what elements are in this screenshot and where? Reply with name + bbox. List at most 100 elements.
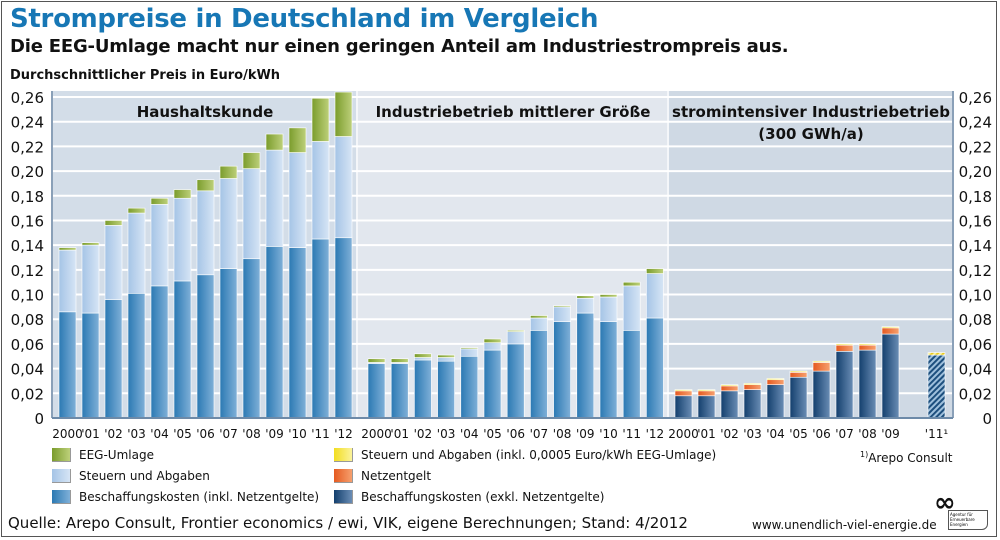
chart-subtitle: Die EEG-Umlage macht nur einen geringen … bbox=[10, 36, 789, 57]
x-tick-label: '12 bbox=[334, 427, 353, 441]
y-tick-label-left: 0,20 bbox=[11, 163, 44, 181]
legend-swatch-steuern-yellow bbox=[334, 448, 353, 462]
y-tick-label-right: 0,10 bbox=[959, 287, 992, 305]
bar-segment-eeg bbox=[437, 354, 455, 358]
y-tick-label-right: 0 bbox=[982, 410, 992, 428]
y-tick-label-left: 0,24 bbox=[11, 114, 44, 132]
y-tick-label-right: 0,04 bbox=[959, 361, 992, 379]
x-tick-label: '04 bbox=[766, 427, 785, 441]
y-tick-label-right: 0,26 bbox=[959, 89, 992, 107]
x-tick-label: '06 bbox=[506, 427, 525, 441]
x-tick-label: '06 bbox=[812, 427, 831, 441]
legend-label: Beschaffungskosten (exkl. Netzentgelte) bbox=[361, 490, 605, 504]
x-tick-label: '05 bbox=[173, 427, 192, 441]
x-tick-label: '04 bbox=[150, 427, 169, 441]
bar-segment-netzentgelt bbox=[858, 344, 877, 351]
bar-segment-steuern_light bbox=[311, 141, 330, 240]
y-tick-label-right: 0,16 bbox=[959, 212, 992, 230]
x-tick-label: '07 bbox=[835, 427, 854, 441]
bar-segment-steuern_light bbox=[242, 168, 261, 260]
bar-segment-steuern_light bbox=[334, 136, 353, 239]
bar-segment-beschaffung_inkl bbox=[646, 317, 664, 419]
x-tick-label: '07 bbox=[219, 427, 238, 441]
x-tick-label: '02 bbox=[720, 427, 739, 441]
bar-segment-steuern_light bbox=[622, 285, 641, 331]
bar-segment-eeg bbox=[265, 133, 284, 151]
bar-segment-eeg bbox=[219, 165, 238, 179]
y-tick-label-right: 0,02 bbox=[959, 385, 992, 403]
website-link[interactable]: www.unendlich-viel-energie.de bbox=[752, 518, 937, 532]
y-tick-label-left: 0,04 bbox=[11, 361, 44, 379]
bar-segment-eeg bbox=[506, 330, 525, 332]
x-tick-label: '12 bbox=[646, 427, 665, 441]
chart-title: Strompreise in Deutschland im Vergleich bbox=[10, 4, 599, 34]
footnote-marker: 1) bbox=[860, 450, 869, 459]
bar-segment-beschaffung_exkl bbox=[674, 395, 693, 419]
x-tick-label: '01 bbox=[390, 427, 409, 441]
bar-segment-netzentgelt bbox=[674, 390, 693, 397]
bar-segment-beschaffung_exkl bbox=[927, 354, 946, 419]
bar-segment-beschaffung_inkl bbox=[460, 355, 479, 419]
bar-segment-netzentgelt bbox=[766, 379, 785, 385]
bar-segment-steuern_light bbox=[58, 249, 77, 313]
legend-item-eeg-umlage: EEG-Umlage bbox=[52, 448, 154, 462]
bar-segment-beschaffung_inkl bbox=[437, 360, 455, 419]
bar-segment-eeg bbox=[334, 91, 353, 137]
bar-segment-eeg bbox=[288, 127, 307, 153]
legend-label: Netzentgelt bbox=[361, 469, 432, 483]
y-tick-label-right: 0,20 bbox=[959, 163, 992, 181]
bar-segment-beschaffung_exkl bbox=[720, 390, 739, 419]
bar-segment-beschaffung_inkl bbox=[173, 280, 192, 419]
x-tick-label: '04 bbox=[460, 427, 479, 441]
footnote: 1)Arepo Consult bbox=[860, 450, 952, 465]
bar-segment-netzentgelt bbox=[881, 327, 900, 335]
bar-segment-beschaffung_exkl bbox=[835, 351, 854, 419]
y-tick-label-left: 0,18 bbox=[11, 188, 44, 206]
bar-segment-beschaffung_inkl bbox=[390, 363, 409, 419]
panel-subtitle: (300 GWh/a) bbox=[758, 125, 863, 143]
x-tick-label: '05 bbox=[483, 427, 502, 441]
bar-segment-netzentgelt bbox=[697, 390, 716, 397]
bar-segment-beschaffung_inkl bbox=[576, 312, 595, 419]
bar-segment-beschaffung_inkl bbox=[530, 330, 548, 419]
bar-segment-steuern_light bbox=[553, 306, 571, 322]
x-tick-label: 2000 bbox=[361, 427, 392, 441]
bar-segment-steuern_light bbox=[127, 212, 146, 294]
bar-segment-eeg bbox=[367, 358, 386, 363]
bar-segment-steuern_light bbox=[599, 296, 618, 322]
bar-segment-steuern_light bbox=[265, 149, 284, 247]
x-tick-label: 2000 bbox=[668, 427, 699, 441]
panel-title: Industriebetrieb mittlerer Größe bbox=[376, 103, 651, 121]
bar-segment-beschaffung_inkl bbox=[311, 238, 330, 419]
bar-segment-netzentgelt bbox=[812, 362, 831, 372]
bar-segment-steuern_yellow bbox=[697, 389, 716, 392]
y-tick-label-left: 0,02 bbox=[11, 385, 44, 403]
legend-swatch-beschaffung-inkl bbox=[52, 490, 71, 504]
x-tick-label: '11 bbox=[622, 427, 641, 441]
bar-segment-steuern_yellow bbox=[789, 370, 808, 373]
bar-segment-beschaffung_inkl bbox=[265, 246, 284, 419]
bar-segment-steuern_yellow bbox=[881, 326, 900, 329]
bar-segment-steuern_light bbox=[576, 297, 595, 314]
bar-segment-eeg bbox=[58, 247, 77, 251]
bar-segment-steuern_light bbox=[196, 190, 215, 276]
legend-label: Steuern und Abgaben bbox=[79, 469, 210, 483]
source-note: Quelle: Arepo Consult, Frontier economic… bbox=[8, 514, 688, 532]
logo-text: Agentur für Erneuerbare Energien bbox=[948, 510, 988, 530]
x-tick-label: '01 bbox=[81, 427, 100, 441]
legend-swatch-netzentgelt bbox=[334, 469, 353, 483]
x-tick-label: '06 bbox=[196, 427, 215, 441]
bar-segment-beschaffung_inkl bbox=[599, 321, 618, 419]
bar-segment-eeg bbox=[196, 179, 215, 192]
bar-segment-beschaffung_inkl bbox=[196, 274, 215, 419]
y-tick-label-left: 0,16 bbox=[11, 212, 44, 230]
legend-swatch-steuern bbox=[52, 469, 71, 483]
x-tick-label: '08 bbox=[242, 427, 261, 441]
bar-segment-netzentgelt bbox=[743, 384, 762, 390]
y-tick-label-left: 0,14 bbox=[11, 237, 44, 255]
y-tick-label-left: 0 bbox=[34, 410, 44, 428]
bar-segment-eeg bbox=[483, 338, 502, 343]
bar-segment-steuern_yellow bbox=[766, 378, 785, 381]
y-tick-label-left: 0,26 bbox=[11, 89, 44, 107]
x-tick-label: '02 bbox=[414, 427, 433, 441]
